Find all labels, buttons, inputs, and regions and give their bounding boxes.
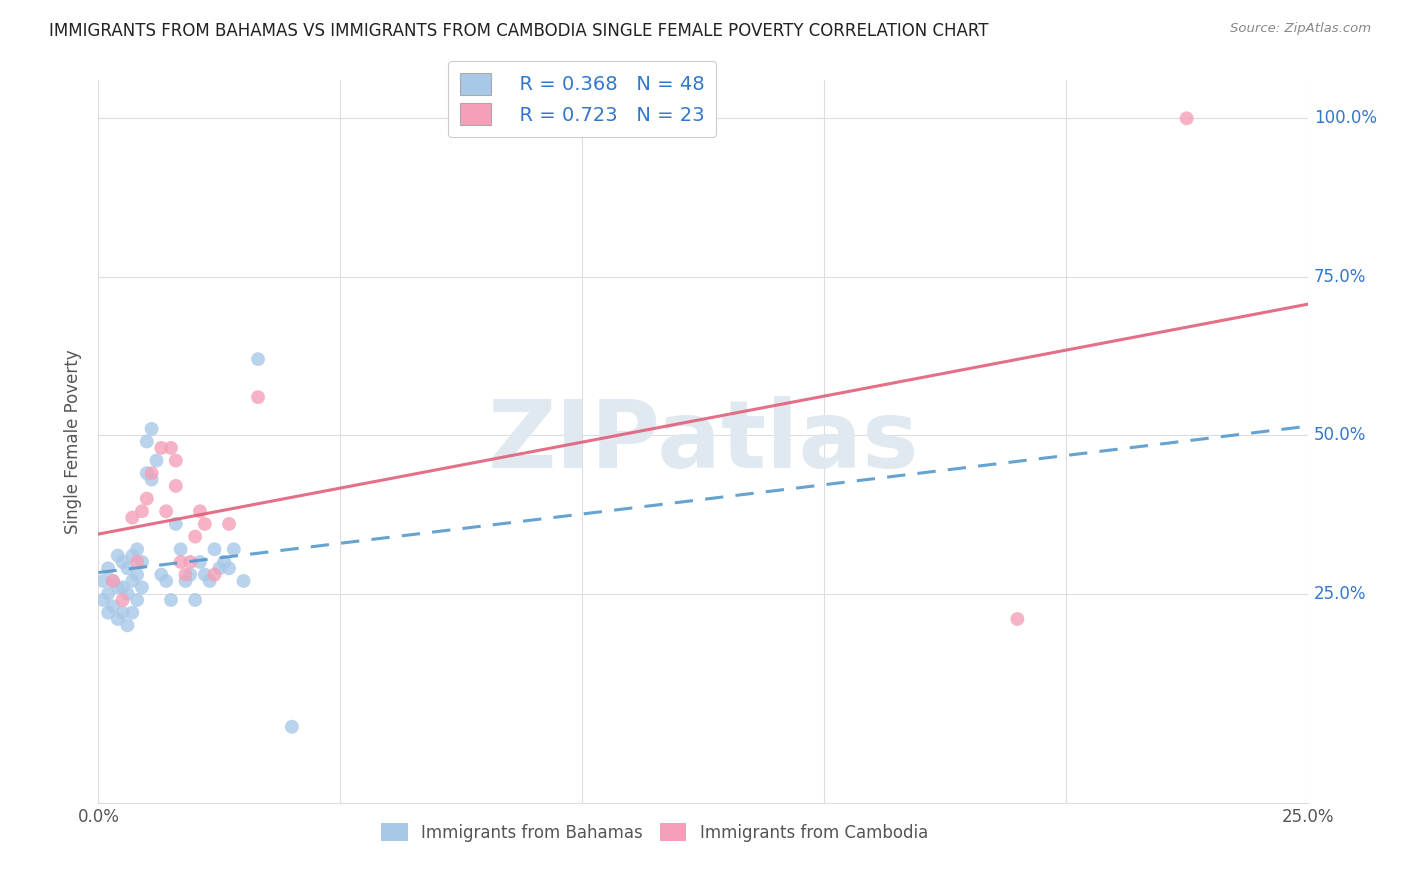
Point — [117, 618, 139, 632]
Point — [174, 574, 197, 588]
Point — [111, 555, 134, 569]
Point — [222, 542, 245, 557]
Point — [281, 720, 304, 734]
Point — [155, 574, 177, 588]
Point — [218, 516, 240, 531]
Point — [101, 574, 124, 588]
Point — [121, 549, 143, 563]
Point — [204, 567, 226, 582]
Text: ZIPatlas: ZIPatlas — [488, 395, 918, 488]
Point — [1007, 612, 1029, 626]
Text: IMMIGRANTS FROM BAHAMAS VS IMMIGRANTS FROM CAMBODIA SINGLE FEMALE POVERTY CORREL: IMMIGRANTS FROM BAHAMAS VS IMMIGRANTS FR… — [49, 22, 988, 40]
Point — [107, 549, 129, 563]
Point — [179, 567, 201, 582]
Point — [179, 555, 201, 569]
Point — [194, 567, 217, 582]
Point — [160, 441, 183, 455]
Legend: Immigrants from Bahamas, Immigrants from Cambodia: Immigrants from Bahamas, Immigrants from… — [374, 817, 935, 848]
Point — [91, 574, 114, 588]
Point — [174, 567, 197, 582]
Point — [184, 593, 207, 607]
Text: 50.0%: 50.0% — [1313, 426, 1367, 444]
Point — [117, 587, 139, 601]
Point — [141, 473, 163, 487]
Point — [131, 555, 153, 569]
Point — [1175, 112, 1198, 126]
Text: 75.0%: 75.0% — [1313, 268, 1367, 285]
Point — [155, 504, 177, 518]
Point — [204, 542, 226, 557]
Point — [107, 612, 129, 626]
Text: Source: ZipAtlas.com: Source: ZipAtlas.com — [1230, 22, 1371, 36]
Point — [121, 510, 143, 524]
Point — [169, 542, 191, 557]
Point — [165, 453, 187, 467]
Point — [188, 555, 211, 569]
Text: 100.0%: 100.0% — [1313, 110, 1376, 128]
Point — [135, 467, 157, 481]
Point — [141, 422, 163, 436]
Point — [107, 580, 129, 594]
Point — [97, 606, 120, 620]
Point — [97, 561, 120, 575]
Point — [198, 574, 221, 588]
Point — [165, 479, 187, 493]
Point — [131, 580, 153, 594]
Point — [121, 606, 143, 620]
Point — [188, 504, 211, 518]
Point — [194, 516, 217, 531]
Point — [169, 555, 191, 569]
Point — [127, 542, 149, 557]
Point — [91, 593, 114, 607]
Point — [141, 467, 163, 481]
Point — [218, 561, 240, 575]
Point — [121, 574, 143, 588]
Point — [247, 390, 270, 404]
Point — [165, 516, 187, 531]
Point — [111, 606, 134, 620]
Point — [208, 561, 231, 575]
Point — [127, 593, 149, 607]
Point — [150, 441, 173, 455]
Point — [184, 530, 207, 544]
Y-axis label: Single Female Poverty: Single Female Poverty — [65, 350, 83, 533]
Point — [101, 599, 124, 614]
Point — [127, 555, 149, 569]
Point — [212, 555, 235, 569]
Point — [111, 580, 134, 594]
Point — [150, 567, 173, 582]
Point — [135, 434, 157, 449]
Point — [101, 574, 124, 588]
Point — [127, 567, 149, 582]
Point — [247, 352, 270, 367]
Text: 25.0%: 25.0% — [1313, 584, 1367, 603]
Point — [131, 504, 153, 518]
Point — [117, 561, 139, 575]
Point — [97, 587, 120, 601]
Point — [160, 593, 183, 607]
Point — [145, 453, 167, 467]
Point — [232, 574, 254, 588]
Point — [135, 491, 157, 506]
Point — [111, 593, 134, 607]
